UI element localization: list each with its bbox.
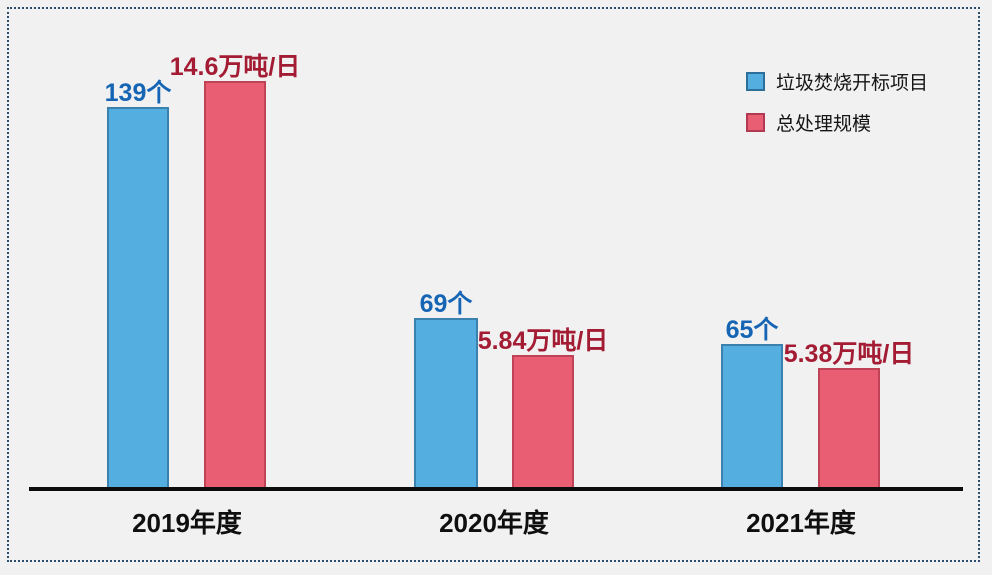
bar-2021-projects: 65个 — [721, 318, 783, 489]
legend-swatch-red — [746, 113, 765, 132]
bar-2020-projects: 69个 — [414, 292, 478, 489]
bar-2020-capacity: 5.84万吨/日 — [478, 329, 608, 489]
x-axis-label-2020: 2020年度 — [439, 508, 549, 538]
bar-value-label: 5.38万吨/日 — [783, 340, 915, 368]
bar-value-label: 69个 — [419, 290, 473, 318]
bar-value-label: 5.84万吨/日 — [477, 327, 609, 355]
bar-2019-projects: 139个 — [105, 81, 171, 489]
legend: 垃圾焚烧开标项目 总处理规模 — [746, 68, 928, 136]
x-axis-line — [29, 487, 963, 491]
legend-label: 总处理规模 — [776, 114, 872, 135]
bar-value-label: 14.6万吨/日 — [169, 53, 301, 81]
legend-item-projects: 垃圾焚烧开标项目 — [746, 68, 928, 95]
bar-2021-capacity: 5.38万吨/日 — [784, 342, 914, 489]
bar-value-label: 139个 — [104, 79, 172, 107]
bar-value-label: 65个 — [725, 316, 779, 344]
x-axis-label-2021: 2021年度 — [746, 508, 856, 538]
bar-2019-capacity: 14.6万吨/日 — [170, 55, 300, 489]
x-axis-label-2019: 2019年度 — [132, 508, 242, 538]
legend-swatch-blue — [746, 72, 765, 91]
legend-item-capacity: 总处理规模 — [746, 109, 928, 136]
legend-label: 垃圾焚烧开标项目 — [776, 73, 929, 94]
